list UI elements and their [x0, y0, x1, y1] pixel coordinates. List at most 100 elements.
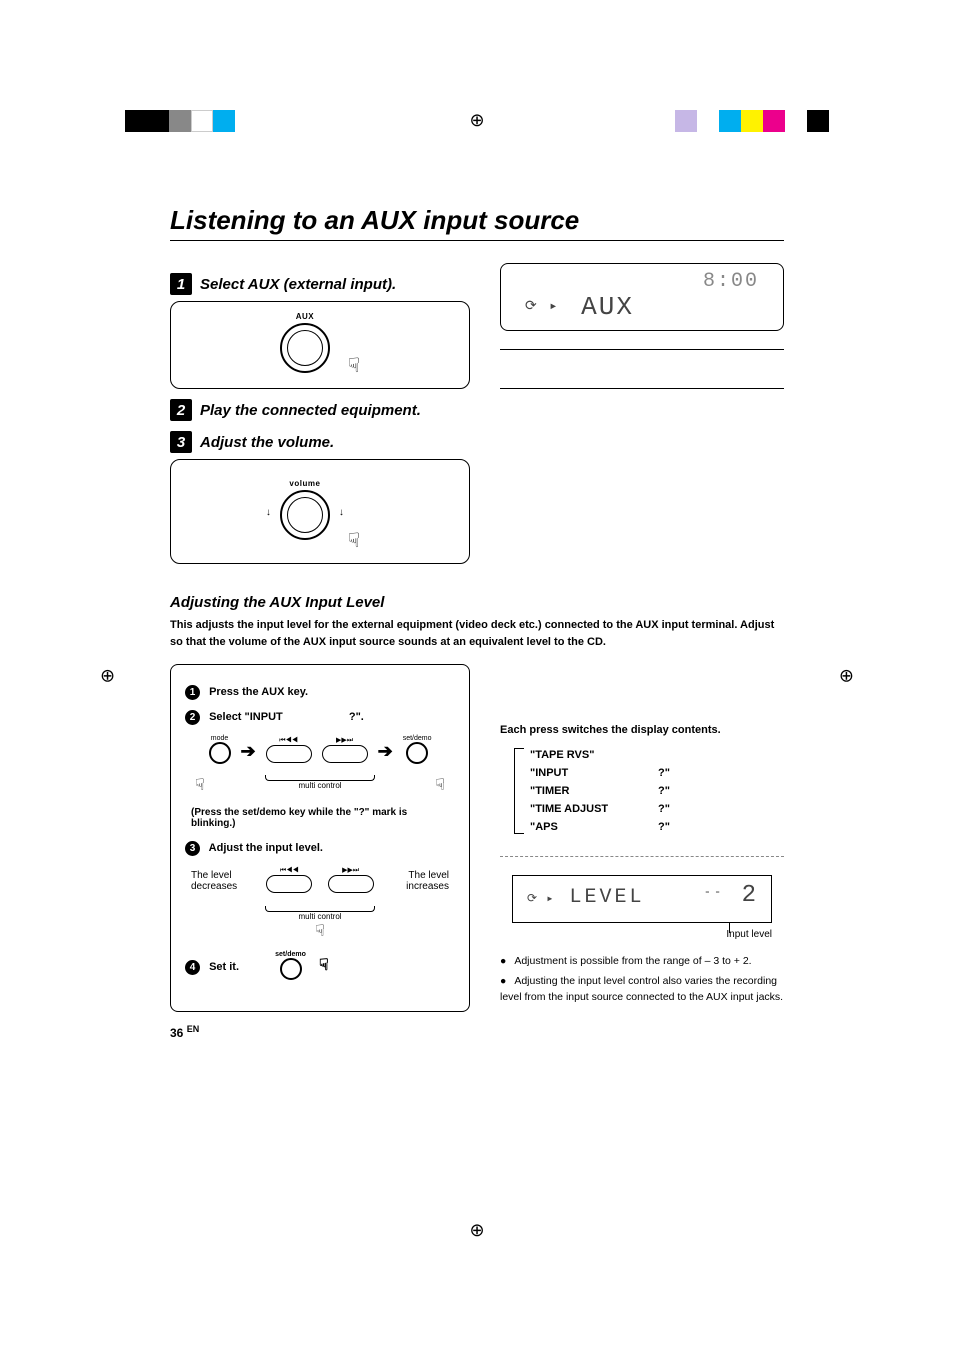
step-3-header: 3 Adjust the volume.: [170, 431, 470, 453]
circ-3-icon: 3: [185, 841, 200, 856]
lcd-text: AUX: [581, 292, 634, 322]
page-title: Listening to an AUX input source: [170, 205, 784, 236]
proc-step-4-text: Set it.: [209, 961, 239, 973]
step-1-panel: AUX ☟: [170, 301, 470, 389]
multi-control-label: multi control: [185, 912, 455, 921]
each-press-label: Each press switches the display contents…: [500, 724, 784, 736]
level-decrease-label: The level decreases: [191, 870, 251, 892]
mode-item: "APS: [530, 821, 640, 833]
step-number-1: 1: [170, 273, 192, 295]
registration-mark-icon: ⊕: [839, 665, 854, 686]
control-row-1: mode ➔ ⏮◀◀ ▶▶⏭ ➔ set/demo: [185, 735, 455, 767]
mode-list: "TAPE RVS" "INPUT ?" "TIMER ?" "TIME ADJUS…: [530, 746, 784, 836]
lcd2-caption: Input level: [512, 929, 772, 940]
proc-note: (Press the set/demo key while the "?" ma…: [185, 807, 455, 829]
hand-icon: ☟: [348, 353, 360, 378]
circ-2-icon: 2: [185, 710, 200, 725]
mode-item-val: ?": [658, 821, 670, 833]
page-content: Listening to an AUX input source 1 Selec…: [170, 205, 784, 1146]
mode-item: "TIMER: [530, 785, 640, 797]
aux-knob-label: AUX: [280, 312, 330, 321]
hand-icon: ☟: [315, 923, 325, 940]
level-increase-label: The level increases: [389, 870, 449, 892]
mode-item: "TIME ADJUST: [530, 803, 640, 815]
page-number-lang: EN: [187, 1024, 200, 1034]
next-label: ▶▶⏭: [328, 866, 374, 875]
page-number: 36 EN: [170, 1024, 470, 1040]
set-knob-icon: [406, 742, 428, 764]
lcd2-text: LEVEL: [570, 886, 645, 909]
note-item: Adjusting the input level control also v…: [500, 974, 784, 1006]
print-marks-bottom: ⊕: [0, 1220, 954, 1241]
next-label: ▶▶⏭: [322, 736, 368, 745]
procedure-box: 1 Press the AUX key. 2 Select "INPUT ?".…: [170, 664, 470, 1012]
lcd2-value: 2: [742, 882, 759, 909]
mode-label: mode: [209, 735, 231, 742]
aux-knob-icon: [280, 323, 330, 373]
circ-4-icon: 4: [185, 960, 200, 975]
adjust-text: This adjusts the input level for the ext…: [170, 617, 784, 650]
hand-icon: ☟: [195, 775, 205, 795]
divider: [500, 388, 784, 389]
step-number-2: 2: [170, 399, 192, 421]
circ-1-icon: 1: [185, 685, 200, 700]
proc-step-3-text: Adjust the input level.: [209, 842, 323, 854]
next-button-icon: [322, 745, 368, 763]
divider: [500, 349, 784, 350]
mode-knob-icon: [209, 742, 231, 764]
lcd-display-main: 8:00 ⟳ ▸ AUX: [500, 263, 784, 331]
hand-icon: ☟: [435, 775, 445, 795]
registration-mark-icon: ⊕: [469, 1220, 484, 1241]
mode-item-val: ?": [658, 803, 670, 815]
dashed-divider: [500, 856, 784, 857]
step-2-label: Play the connected equipment.: [200, 402, 421, 419]
mode-item-val: ?": [658, 767, 670, 779]
hand-icon: ☟: [319, 957, 329, 974]
lcd-symbol: ⟳ ▸: [525, 299, 560, 315]
prev-label: ⏮◀◀: [266, 867, 312, 875]
prev-label: ⏮◀◀: [266, 737, 312, 745]
lcd2-symbol: ⟳ ▸: [527, 892, 554, 906]
page-number-value: 36: [170, 1026, 183, 1040]
lcd2-prefix: --: [704, 885, 724, 899]
lcd-time: 8:00: [703, 270, 759, 293]
arrow-icon: ➔: [241, 741, 256, 762]
next-button-icon: [328, 875, 374, 893]
prev-button-icon: [266, 745, 312, 763]
volume-knob-icon: [280, 490, 330, 540]
step-1-header: 1 Select AUX (external input).: [170, 273, 470, 295]
set-label: set/demo: [275, 951, 306, 958]
proc-step-4: 4 Set it. set/demo ☟: [185, 951, 455, 983]
proc-step-1: 1 Press the AUX key.: [185, 685, 455, 700]
print-marks-top: ⊕: [0, 110, 954, 131]
color-strip-left: [125, 110, 301, 132]
mode-item: "TAPE RVS": [530, 749, 640, 761]
mode-item: "INPUT: [530, 767, 640, 779]
proc-step-1-text: Press the AUX key.: [209, 686, 308, 698]
hand-icon: ☟: [348, 528, 360, 553]
proc-step-3: 3 Adjust the input level.: [185, 841, 455, 856]
multi-control-label: multi control: [205, 781, 436, 790]
notes-list: Adjustment is possible from the range of…: [500, 954, 784, 1005]
adjust-heading: Adjusting the AUX Input Level: [170, 594, 784, 611]
proc-step-2-text-a: Select "INPUT: [209, 711, 283, 723]
step-3-label: Adjust the volume.: [200, 434, 334, 451]
note-item: Adjustment is possible from the range of…: [500, 954, 784, 970]
step-number-3: 3: [170, 431, 192, 453]
lcd-display-level: ⟳ ▸ LEVEL -- 2: [512, 875, 772, 923]
title-rule: [170, 240, 784, 241]
lcd2-caption-text: Input level: [726, 929, 772, 940]
proc-step-2-text-b: ?".: [349, 711, 364, 723]
set-label: set/demo: [403, 735, 432, 742]
mode-item-val: ?": [658, 785, 670, 797]
step-2-header: 2 Play the connected equipment.: [170, 399, 470, 421]
color-strip-right: [653, 110, 829, 132]
prev-button-icon: [266, 875, 312, 893]
proc-step-2: 2 Select "INPUT ?".: [185, 710, 455, 725]
set-knob-icon: [280, 958, 302, 980]
level-row: The level decreases ⏮◀◀ ▶▶⏭ The level in…: [191, 866, 449, 896]
volume-knob-label: volume: [280, 479, 330, 488]
arrow-icon: ➔: [378, 741, 393, 762]
registration-mark-icon: ⊕: [100, 665, 115, 686]
step-3-panel: volume ↓ ↓ ☟: [170, 459, 470, 564]
